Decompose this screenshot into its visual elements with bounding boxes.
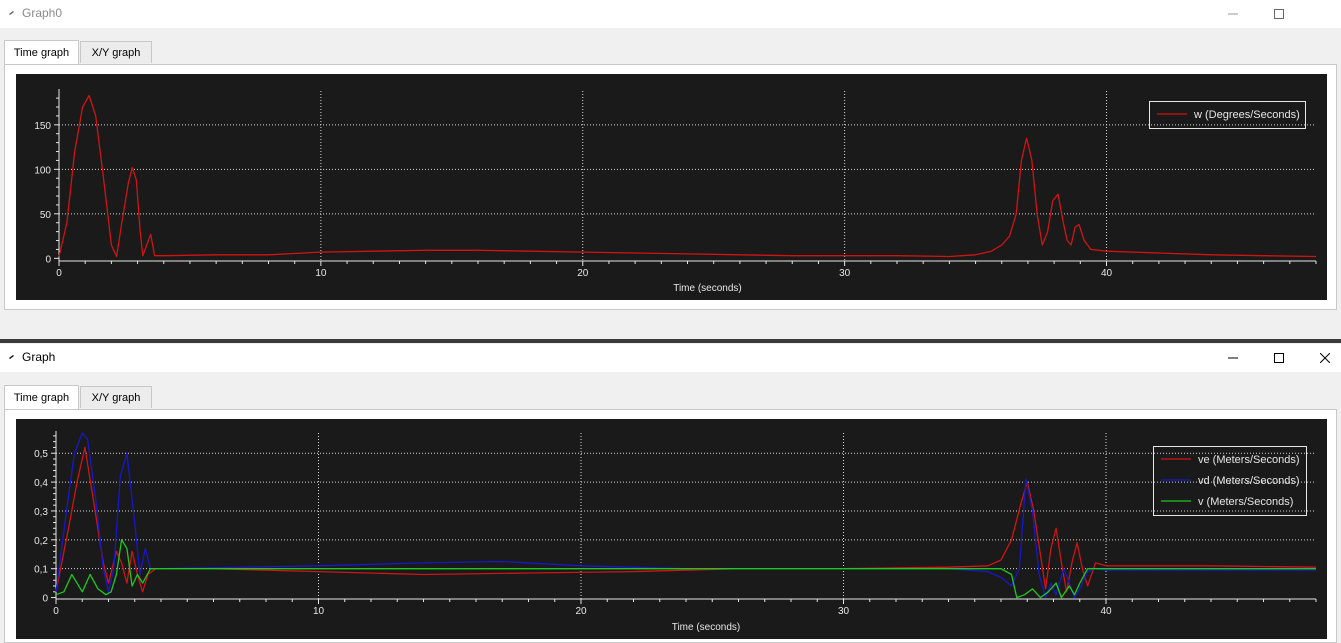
y-tick-label: 0	[42, 594, 48, 605]
app-logo-icon	[8, 350, 15, 364]
y-tick-label: 100	[34, 165, 51, 176]
x-tick-label: 30	[838, 606, 850, 617]
graph-window: Graph Time graph X/Y graph 0 10 20 30 40 0 0,1…	[0, 344, 1341, 643]
title-bar[interactable]: Graph0	[0, 0, 1341, 28]
x-tick-label: 10	[315, 268, 327, 279]
maximize-icon	[1274, 353, 1284, 363]
time-graph-plot[interactable]: 0 10 20 30 40 0 50 100 150 Time (seconds) w (Degre…	[16, 74, 1327, 300]
title-bar[interactable]: Graph	[0, 344, 1341, 372]
y-tick-label: 0,4	[34, 478, 48, 489]
graph0-window: Graph0 Time graph X/Y graph 0 10 20 30 40 0 50…	[0, 0, 1341, 310]
window-separator	[0, 339, 1341, 343]
y-tick-label: 0,1	[34, 565, 48, 576]
window-title: Graph0	[22, 6, 63, 20]
minimize-button[interactable]	[1210, 0, 1256, 28]
minimize-icon	[1228, 13, 1238, 15]
tab-xy-graph[interactable]: X/Y graph	[80, 41, 152, 63]
tab-label: Time graph	[13, 46, 70, 59]
y-tick-label: 50	[40, 210, 52, 221]
close-button[interactable]	[1302, 344, 1341, 372]
tab-label: X/Y graph	[91, 391, 141, 404]
app-logo-icon	[8, 6, 15, 20]
legend-label: v (Meters/Seconds)	[1198, 496, 1293, 508]
tab-panel: 0 10 20 30 40 0 0,1 0,2 0,3 0,4 0,5 Time (seconds) v…	[4, 409, 1337, 643]
series-line	[58, 94, 1317, 258]
x-tick-label: 10	[313, 606, 325, 617]
legend-box	[1153, 446, 1307, 516]
minimize-icon	[1228, 357, 1238, 359]
legend-label: ve (Meters/Seconds)	[1198, 454, 1299, 466]
maximize-button[interactable]	[1256, 0, 1302, 28]
tab-xy-graph[interactable]: X/Y graph	[80, 386, 152, 408]
legend-label: w (Degrees/Seconds)	[1193, 109, 1300, 121]
minimize-button[interactable]	[1210, 344, 1256, 372]
time-graph-plot[interactable]: 0 10 20 30 40 0 0,1 0,2 0,3 0,4 0,5 Time (seconds) v…	[16, 419, 1327, 639]
chart-svg: 0 10 20 30 40 0 50 100 150 Time (seconds) w (Degre…	[34, 89, 1317, 294]
x-tick-label: 0	[53, 606, 59, 617]
legend-label: vd (Meters/Seconds)	[1198, 475, 1299, 487]
tab-time-graph[interactable]: Time graph	[4, 385, 79, 409]
x-tick-label: 40	[1100, 606, 1112, 617]
close-icon	[1320, 353, 1330, 363]
series-line	[55, 432, 1316, 599]
legend-box	[1149, 101, 1306, 129]
maximize-button[interactable]	[1256, 344, 1302, 372]
x-tick-label: 20	[575, 606, 587, 617]
y-tick-label: 0,2	[34, 536, 48, 547]
x-axis-label: Time (seconds)	[673, 283, 742, 294]
x-axis-label: Time (seconds)	[672, 622, 741, 633]
y-tick-label: 0	[45, 254, 51, 265]
x-tick-label: 30	[839, 268, 851, 279]
tab-time-graph[interactable]: Time graph	[4, 40, 79, 64]
tab-panel: 0 10 20 30 40 0 50 100 150 Time (seconds) w (Degre…	[4, 64, 1337, 310]
y-tick-label: 150	[34, 121, 51, 132]
x-tick-label: 0	[56, 268, 62, 279]
window-title: Graph	[22, 350, 56, 364]
y-tick-label: 0,3	[34, 507, 48, 518]
tab-label: Time graph	[13, 391, 70, 404]
x-tick-label: 20	[577, 268, 589, 279]
series-line	[55, 539, 1316, 599]
tab-label: X/Y graph	[91, 46, 141, 59]
chart-svg: 0 10 20 30 40 0 0,1 0,2 0,3 0,4 0,5 Time (seconds) v…	[34, 431, 1317, 633]
y-tick-label: 0,5	[34, 449, 48, 460]
maximize-icon	[1274, 9, 1284, 19]
x-tick-label: 40	[1101, 268, 1113, 279]
